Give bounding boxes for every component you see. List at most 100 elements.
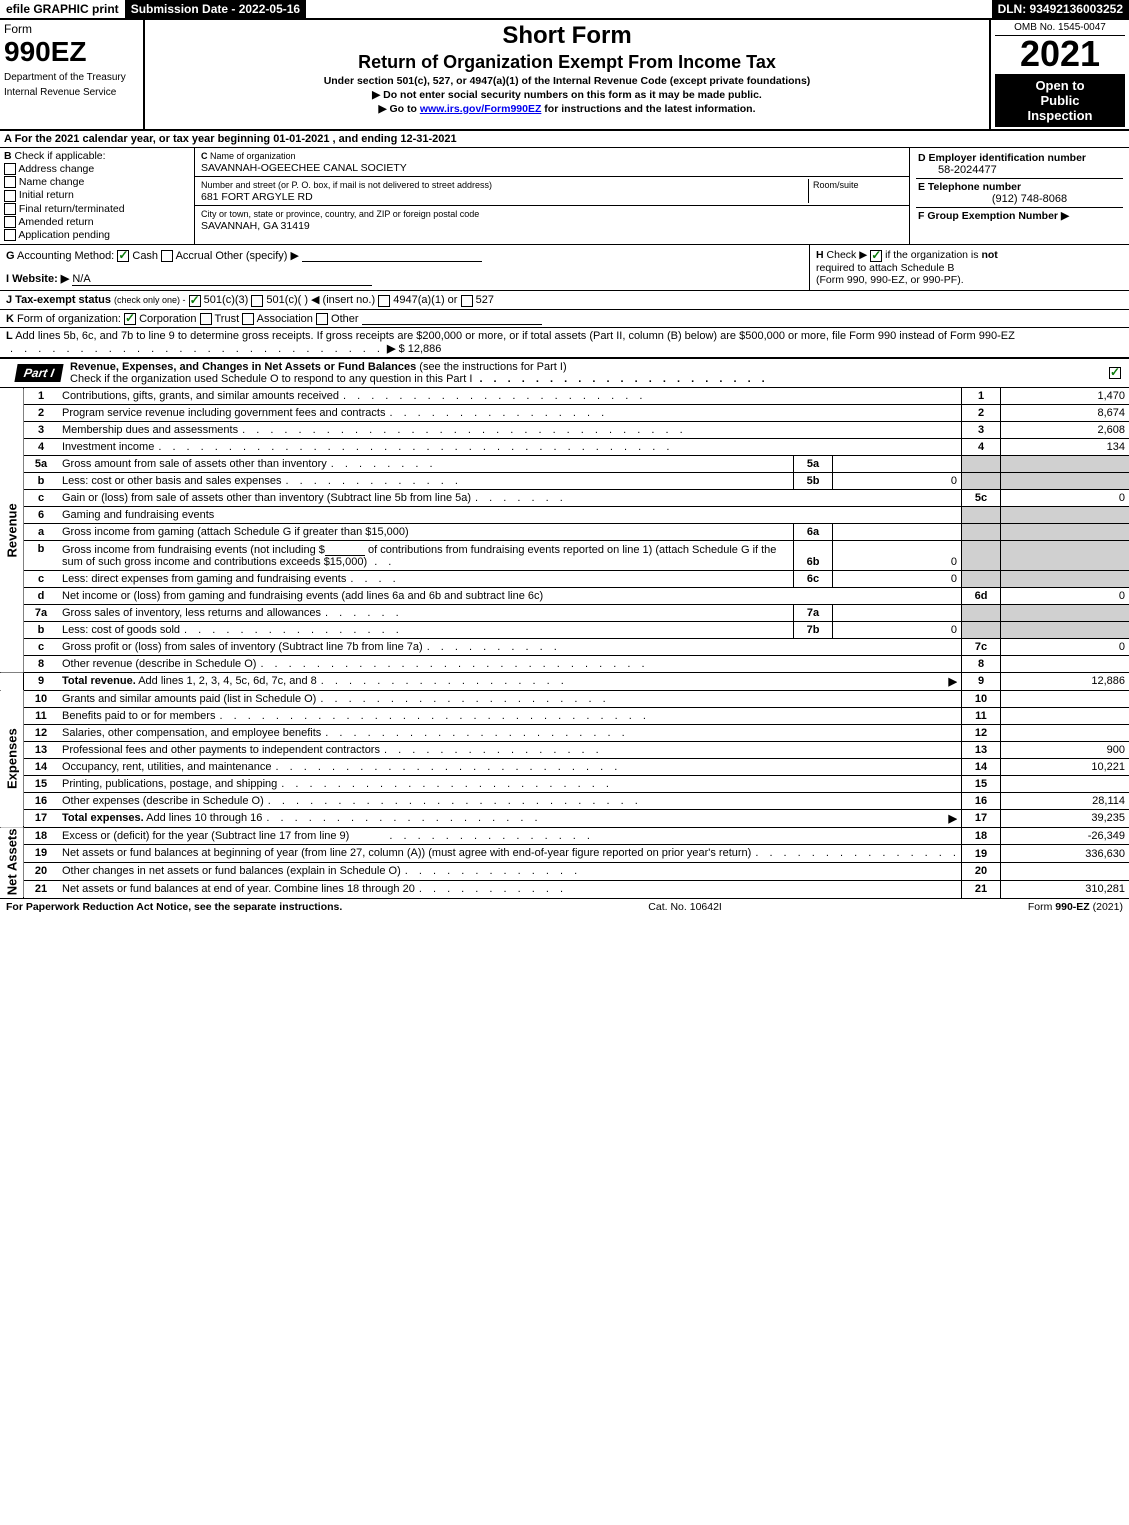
check-application-pending[interactable]: Application pending bbox=[4, 229, 190, 241]
line-6: 6 Gaming and fundraising events bbox=[0, 506, 1129, 523]
line-6b: b Gross income from fundraising events (… bbox=[0, 540, 1129, 570]
city-label: City or town, state or province, country… bbox=[201, 209, 479, 219]
tax-year: 2021 bbox=[995, 36, 1125, 72]
open-line2: Public bbox=[997, 93, 1123, 108]
line-12: 12 Salaries, other compensation, and emp… bbox=[0, 724, 1129, 741]
phone-row: E Telephone number (912) 748-8068 bbox=[916, 179, 1123, 208]
c-label: C bbox=[201, 151, 208, 161]
dln: DLN: 93492136003252 bbox=[992, 0, 1129, 18]
line-6d: d Net income or (loss) from gaming and f… bbox=[0, 587, 1129, 604]
group-exemption-row: F Group Exemption Number ▶ bbox=[916, 208, 1123, 224]
line-13: 13 Professional fees and other payments … bbox=[0, 741, 1129, 758]
org-name: SAVANNAH-OGEECHEE CANAL SOCIETY bbox=[201, 162, 407, 174]
open-public-badge: Open to Public Inspection bbox=[995, 74, 1125, 127]
website-value: N/A bbox=[72, 273, 372, 286]
line-18: Net Assets 18 Excess or (deficit) for th… bbox=[0, 827, 1129, 845]
check-accrual[interactable] bbox=[161, 250, 173, 262]
part-1-checkbox[interactable] bbox=[1101, 364, 1129, 380]
g-label: G bbox=[6, 250, 15, 262]
street-label: Number and street (or P. O. box, if mail… bbox=[201, 180, 492, 190]
line-13-value: 900 bbox=[1001, 741, 1129, 758]
street-row: Number and street (or P. O. box, if mail… bbox=[195, 177, 909, 206]
phone-label: E Telephone number bbox=[918, 181, 1021, 193]
expenses-section-label: Expenses bbox=[0, 690, 24, 827]
b-label2: Check if applicable: bbox=[15, 150, 106, 162]
line-3-value: 2,608 bbox=[1001, 421, 1129, 438]
city-row: City or town, state or province, country… bbox=[195, 206, 909, 234]
top-bar-left: efile GRAPHIC print Submission Date - 20… bbox=[0, 0, 306, 18]
line-5a: 5a Gross amount from sale of assets othe… bbox=[0, 455, 1129, 472]
line-17: 17 Total expenses. Add lines 10 through … bbox=[0, 809, 1129, 827]
line-3: 3 Membership dues and assessments. . . .… bbox=[0, 421, 1129, 438]
6b-amount-field[interactable] bbox=[325, 543, 365, 556]
line-11-value bbox=[1001, 707, 1129, 724]
check-initial-return[interactable]: Initial return bbox=[4, 189, 190, 201]
l-label: L bbox=[6, 330, 13, 342]
col-c-org-info: C Name of organization SAVANNAH-OGEECHEE… bbox=[195, 148, 909, 244]
line-9-value: 12,886 bbox=[1001, 672, 1129, 690]
check-cash[interactable] bbox=[117, 250, 129, 262]
ein-value: 58-2024477 bbox=[918, 164, 1121, 176]
line-8: 8 Other revenue (describe in Schedule O)… bbox=[0, 655, 1129, 672]
check-final-return[interactable]: Final return/terminated bbox=[4, 203, 190, 215]
net-assets-section-label: Net Assets bbox=[0, 827, 24, 898]
open-line1: Open to bbox=[997, 78, 1123, 93]
line-7a: 7a Gross sales of inventory, less return… bbox=[0, 604, 1129, 621]
line-1-value: 1,470 bbox=[1001, 388, 1129, 405]
group-arrow: ▶ bbox=[1061, 210, 1069, 222]
open-line3: Inspection bbox=[997, 108, 1123, 123]
form-label: Form bbox=[4, 22, 139, 36]
check-other-org[interactable] bbox=[316, 313, 328, 325]
line-6c: c Less: direct expenses from gaming and … bbox=[0, 570, 1129, 587]
ein-row: D Employer identification number 58-2024… bbox=[916, 150, 1123, 179]
check-527[interactable] bbox=[461, 295, 473, 307]
gross-receipts-value: $ 12,886 bbox=[399, 343, 442, 355]
line-17-value: 39,235 bbox=[1001, 809, 1129, 827]
info-grid: B Check if applicable: Address change Na… bbox=[0, 148, 1129, 245]
line-19-value: 336,630 bbox=[1001, 845, 1129, 863]
k-label: K bbox=[6, 312, 14, 324]
other-org-field[interactable] bbox=[362, 312, 542, 325]
check-4947[interactable] bbox=[378, 295, 390, 307]
footer-left: For Paperwork Reduction Act Notice, see … bbox=[6, 901, 342, 913]
line-11: 11 Benefits paid to or for members. . . … bbox=[0, 707, 1129, 724]
room-label: Room/suite bbox=[813, 180, 859, 190]
line-9: 9 Total revenue. Add lines 1, 2, 3, 4, 5… bbox=[0, 672, 1129, 690]
footer-center: Cat. No. 10642I bbox=[648, 901, 722, 913]
line-6a: a Gross income from gaming (attach Sched… bbox=[0, 523, 1129, 540]
check-schedule-b[interactable] bbox=[870, 250, 882, 262]
check-501c3[interactable] bbox=[189, 295, 201, 307]
dept-irs: Internal Revenue Service bbox=[4, 87, 139, 98]
short-form-title: Short Form bbox=[151, 22, 983, 50]
check-association[interactable] bbox=[242, 313, 254, 325]
check-corporation[interactable] bbox=[124, 313, 136, 325]
line-20: 20 Other changes in net assets or fund b… bbox=[0, 863, 1129, 881]
line-16-value: 28,114 bbox=[1001, 792, 1129, 809]
row-l: L Add lines 5b, 6c, and 7b to line 9 to … bbox=[0, 328, 1129, 358]
line-12-value bbox=[1001, 724, 1129, 741]
instruction-ssn: ▶ Do not enter social security numbers o… bbox=[151, 89, 983, 101]
instruction-url: ▶ Go to www.irs.gov/Form990EZ for instru… bbox=[151, 103, 983, 115]
other-method-field[interactable] bbox=[302, 249, 482, 262]
line-6b-value: 0 bbox=[833, 540, 962, 570]
check-amended-return[interactable]: Amended return bbox=[4, 216, 190, 228]
group-label: F Group Exemption Number bbox=[918, 210, 1058, 222]
line-18-value: -26,349 bbox=[1001, 827, 1129, 845]
line-10: Expenses 10 Grants and similar amounts p… bbox=[0, 690, 1129, 707]
line-15: 15 Printing, publications, postage, and … bbox=[0, 775, 1129, 792]
footer-right: Form 990-EZ (2021) bbox=[1028, 901, 1123, 913]
line-4-value: 134 bbox=[1001, 438, 1129, 455]
irs-link[interactable]: www.irs.gov/Form990EZ bbox=[420, 103, 542, 115]
line-21-value: 310,281 bbox=[1001, 881, 1129, 898]
line-15-value bbox=[1001, 775, 1129, 792]
check-address-change[interactable]: Address change bbox=[4, 163, 190, 175]
efile-label: efile GRAPHIC print bbox=[0, 0, 125, 18]
row-g: G Accounting Method: Cash Accrual Other … bbox=[0, 245, 809, 290]
line-16: 16 Other expenses (describe in Schedule … bbox=[0, 792, 1129, 809]
line-5c: c Gain or (loss) from sale of assets oth… bbox=[0, 489, 1129, 506]
check-501c-other[interactable] bbox=[251, 295, 263, 307]
col-d-identifiers: D Employer identification number 58-2024… bbox=[909, 148, 1129, 244]
check-name-change[interactable]: Name change bbox=[4, 176, 190, 188]
check-trust[interactable] bbox=[200, 313, 212, 325]
line-14: 14 Occupancy, rent, utilities, and maint… bbox=[0, 758, 1129, 775]
